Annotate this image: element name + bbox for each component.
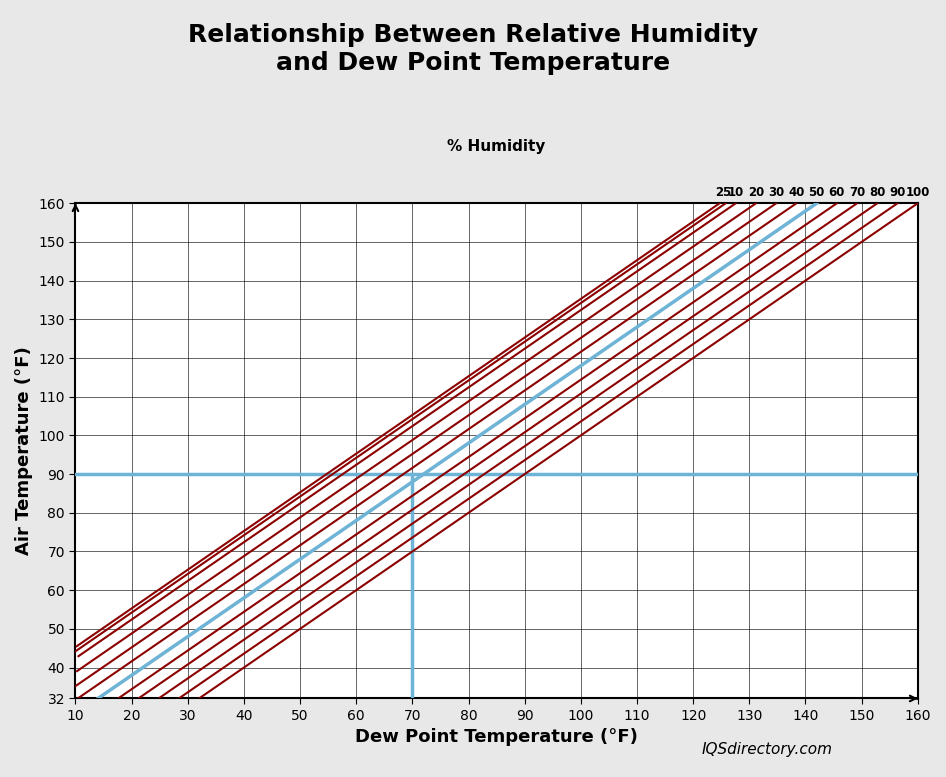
X-axis label: Dew Point Temperature (°F): Dew Point Temperature (°F) bbox=[355, 729, 638, 747]
Text: 40: 40 bbox=[788, 186, 805, 200]
Text: 20: 20 bbox=[748, 186, 764, 200]
Text: 10: 10 bbox=[727, 186, 744, 200]
Text: Relationship Between Relative Humidity
and Dew Point Temperature: Relationship Between Relative Humidity a… bbox=[188, 23, 758, 75]
Text: IQSdirectory.com: IQSdirectory.com bbox=[702, 742, 832, 757]
Text: % Humidity: % Humidity bbox=[447, 139, 546, 154]
Text: 30: 30 bbox=[768, 186, 784, 200]
Text: 2: 2 bbox=[715, 186, 724, 200]
Text: 90: 90 bbox=[889, 186, 905, 200]
Text: 50: 50 bbox=[809, 186, 825, 200]
Text: 100: 100 bbox=[905, 186, 930, 200]
Text: 70: 70 bbox=[849, 186, 866, 200]
Text: 5: 5 bbox=[722, 186, 729, 200]
Text: 60: 60 bbox=[829, 186, 845, 200]
Text: 80: 80 bbox=[869, 186, 885, 200]
Y-axis label: Air Temperature (°F): Air Temperature (°F) bbox=[15, 347, 33, 556]
